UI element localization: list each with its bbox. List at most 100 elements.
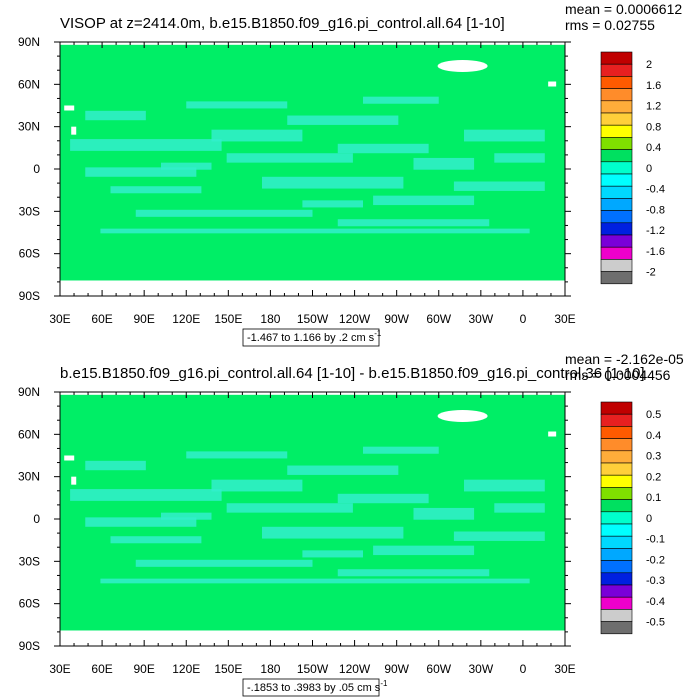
- anomaly-band: [373, 195, 475, 206]
- colorbar-box: [600, 76, 633, 89]
- colorbar-label: 0: [646, 163, 652, 175]
- panel-title: VISOP at z=2414.0m, b.e15.B1850.f09_g16.…: [60, 15, 505, 32]
- y-tick-label: 0: [33, 512, 40, 526]
- colorbar-box: [600, 438, 633, 452]
- y-tick-label: 60S: [19, 247, 40, 261]
- colorbar-box: [600, 112, 633, 126]
- anomaly-band: [287, 115, 399, 125]
- anomaly-band: [453, 531, 545, 541]
- colorbar-box: [600, 271, 633, 285]
- anomaly-band: [135, 209, 313, 217]
- colorbar-box: [600, 535, 633, 549]
- colorbar-label: 1.2: [646, 101, 661, 113]
- colorbar-label: -0.8: [646, 204, 665, 216]
- colorbar-label: -2: [646, 267, 656, 279]
- greenland-mask: [437, 409, 488, 422]
- anomaly-band: [363, 96, 439, 104]
- x-tick-label: 30W: [468, 662, 493, 676]
- x-tick-label: 120W: [339, 662, 371, 676]
- x-tick-label: 30E: [554, 662, 575, 676]
- colorbar-box: [600, 474, 633, 488]
- anomaly-band: [413, 157, 475, 170]
- range-label: -1.467 to 1.166 by .2 cm s-1: [247, 329, 382, 344]
- rms-stat: rms = 0.02755: [565, 17, 655, 33]
- anomaly-band: [211, 129, 303, 142]
- redsea-mask: [71, 126, 77, 135]
- anomaly-band: [337, 143, 429, 154]
- colorbar-box: [600, 51, 633, 65]
- anomaly-band: [135, 559, 313, 567]
- anomaly-band: [70, 139, 222, 151]
- anomaly-band: [287, 465, 399, 475]
- x-tick-label: 150W: [297, 662, 329, 676]
- anomaly-band: [337, 493, 429, 504]
- x-tick-label: 90E: [133, 312, 154, 326]
- anomaly-band: [302, 550, 363, 558]
- anomaly-band: [494, 153, 545, 163]
- anomaly-band: [464, 479, 545, 492]
- colorbar-label: -0.5: [646, 617, 665, 629]
- y-tick-label: 60S: [19, 597, 40, 611]
- colorbar-box: [600, 499, 633, 513]
- y-tick-label: 60N: [18, 77, 40, 91]
- colorbar-label: 0.4: [646, 430, 661, 442]
- colorbar-label: 0.3: [646, 451, 661, 463]
- colorbar-box: [600, 523, 633, 537]
- x-tick-label: 60W: [426, 312, 451, 326]
- colorbar-label: -0.2: [646, 554, 665, 566]
- colorbar-box: [600, 487, 633, 500]
- anomaly-band: [226, 153, 353, 163]
- anomaly-band: [85, 167, 197, 177]
- anomaly-band: [302, 200, 363, 208]
- x-tick-label: 90W: [384, 662, 409, 676]
- x-tick-label: 30E: [554, 312, 575, 326]
- x-tick-label: 120E: [172, 662, 200, 676]
- colorbar-box: [600, 426, 633, 439]
- x-tick-label: 60E: [91, 662, 112, 676]
- y-tick-label: 30N: [18, 120, 40, 134]
- colorbar-box: [600, 185, 633, 199]
- colorbar-label: 0: [646, 513, 652, 525]
- y-tick-label: 30S: [19, 204, 40, 218]
- anomaly-band: [100, 578, 530, 584]
- colorbar-box: [600, 450, 633, 464]
- x-tick-label: 0: [520, 312, 527, 326]
- colorbar-box: [600, 548, 633, 561]
- redsea-mask: [71, 476, 77, 485]
- anomaly-band: [110, 536, 202, 544]
- colorbar-label: -0.1: [646, 534, 665, 546]
- colorbar-label: 0.5: [646, 409, 661, 421]
- anomaly-band: [110, 186, 202, 194]
- colorbar-label: -1.6: [646, 246, 665, 258]
- colorbar-box: [600, 173, 633, 187]
- x-tick-label: 180: [260, 312, 280, 326]
- y-tick-label: 60N: [18, 427, 40, 441]
- colorbar-box: [600, 560, 633, 574]
- y-tick-label: 0: [33, 162, 40, 176]
- colorbar-label: 0.4: [646, 142, 661, 154]
- mean-stat: mean = 0.0006612: [565, 1, 682, 17]
- baltic-mask: [548, 431, 557, 437]
- baltic-mask: [548, 81, 557, 87]
- colorbar-box: [600, 161, 633, 175]
- anomaly-band: [85, 110, 146, 121]
- caspian-mask: [64, 455, 75, 461]
- colorbar-box: [600, 259, 633, 272]
- colorbar-label: 0.1: [646, 492, 661, 504]
- anomaly-band: [494, 503, 545, 513]
- colorbar-label: -0.4: [646, 184, 665, 196]
- x-tick-label: 60W: [426, 662, 451, 676]
- anomaly-band: [161, 512, 212, 520]
- anomaly-band: [211, 479, 303, 492]
- y-tick-label: 90N: [18, 35, 40, 49]
- y-tick-label: 90S: [19, 639, 40, 653]
- anomaly-band: [363, 446, 439, 454]
- colorbar-box: [600, 88, 633, 102]
- x-tick-label: 90E: [133, 662, 154, 676]
- colorbar-box: [600, 63, 633, 77]
- anomaly-band: [100, 228, 530, 234]
- colorbar-box: [600, 584, 633, 598]
- anomaly-band: [337, 219, 490, 227]
- y-tick-label: 90S: [19, 289, 40, 303]
- colorbar-box: [600, 462, 633, 476]
